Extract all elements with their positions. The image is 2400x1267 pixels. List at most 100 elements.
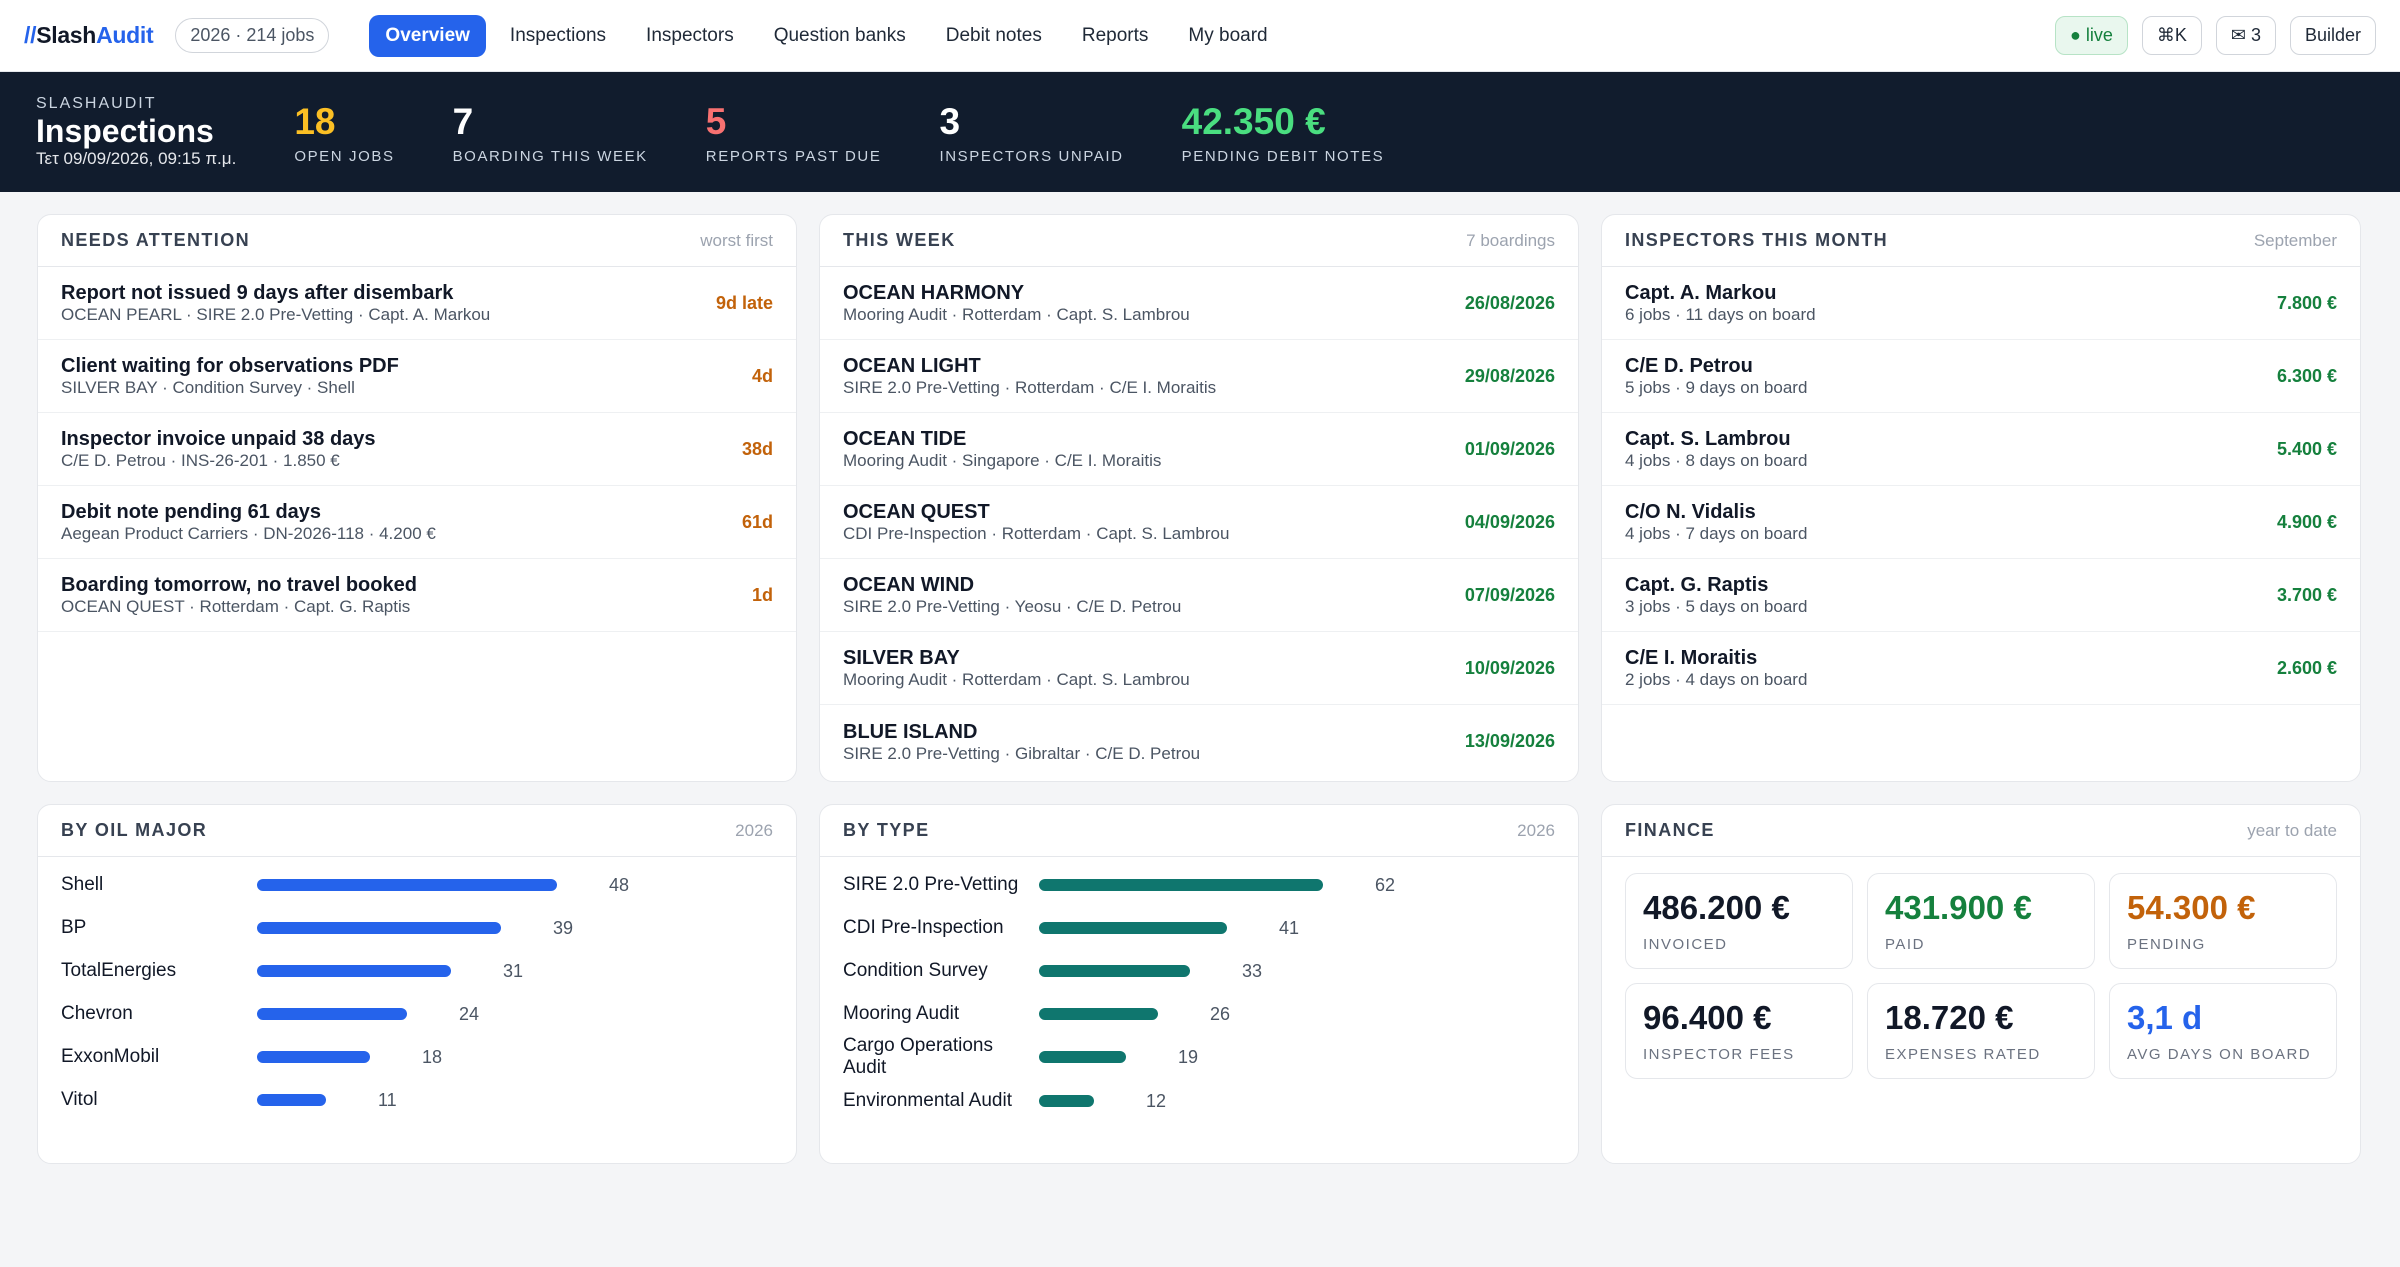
attention-row[interactable]: Boarding tomorrow, no travel booked OCEAN…	[38, 559, 796, 632]
bar-row[interactable]: Shell 48	[61, 863, 773, 906]
attention-row[interactable]: Inspector invoice unpaid 38 days C/E D. P…	[38, 413, 796, 486]
bar-row[interactable]: Vitol 11	[61, 1078, 773, 1121]
card-title: BY TYPE	[843, 820, 930, 840]
nav-my-board[interactable]: My board	[1188, 24, 1268, 46]
finance-label: PAID	[1885, 936, 1925, 953]
attention-row[interactable]: Debit note pending 61 days Aegean Product…	[38, 486, 796, 559]
kpi-open-jobs[interactable]: 18 OPEN JOBS	[294, 100, 394, 165]
finance-value: 486.200 €	[1643, 889, 1790, 926]
card-title: NEEDS ATTENTION	[61, 230, 251, 250]
finance-label: INVOICED	[1643, 936, 1728, 953]
messages-button[interactable]: ✉ 3	[2215, 16, 2276, 55]
card-title: INSPECTORS THIS MONTH	[1625, 230, 1889, 250]
nav-overview[interactable]: Overview	[369, 14, 486, 57]
boarding-row[interactable]: SILVER BAY Mooring Audit · Rotterdam · Ca…	[820, 632, 1578, 705]
overdue-badge: 4d	[751, 365, 773, 386]
kpi-label: OPEN JOBS	[294, 147, 395, 165]
boarding-row[interactable]: OCEAN HARMONY Mooring Audit · Rotterdam ·…	[820, 267, 1578, 340]
bar-row[interactable]: SIRE 2.0 Pre-Vetting 62	[843, 863, 1555, 906]
inspector-row[interactable]: Capt. S. Lambrou 4 jobs · 8 days on board…	[1602, 413, 2360, 486]
inspector-earnings: 5.400 €	[2276, 438, 2337, 459]
finance-tile-expenses-rated[interactable]: 18.720 € EXPENSES RATED	[1867, 983, 2095, 1079]
logo-slash: //	[24, 22, 37, 48]
inspector-earnings: 4.900 €	[2276, 511, 2337, 532]
bar	[257, 878, 557, 891]
boarding-row[interactable]: OCEAN QUEST CDI Pre-Inspection · Rotterda…	[820, 486, 1578, 559]
boarding-date: 26/08/2026	[1464, 292, 1555, 313]
vessel-name: OCEAN TIDE	[843, 428, 967, 450]
inspector-earnings: 3.700 €	[2276, 584, 2337, 605]
inspector-name: Capt. S. Lambrou	[1625, 428, 1791, 450]
finance-card: FINANCE year to date 486.200 € INVOICED …	[1601, 804, 2361, 1164]
live-status-badge[interactable]: ● live	[2054, 16, 2128, 55]
bar-row[interactable]: Condition Survey 33	[843, 949, 1555, 992]
overdue-badge: 61d	[741, 511, 773, 532]
bar-row[interactable]: Environmental Audit 12	[843, 1079, 1555, 1122]
command-palette-button[interactable]: ⌘K	[2141, 16, 2202, 55]
card-header: INSPECTORS THIS MONTH September	[1602, 215, 2360, 267]
boarding-row[interactable]: OCEAN LIGHT SIRE 2.0 Pre-Vetting · Rotter…	[820, 340, 1578, 413]
bar-row[interactable]: Cargo Operations Audit 19	[843, 1035, 1555, 1079]
nav-question-banks[interactable]: Question banks	[773, 24, 906, 46]
kpi-label: BOARDING THIS WEEK	[452, 147, 648, 165]
nav-reports[interactable]: Reports	[1081, 24, 1149, 46]
finance-tile-avg-days[interactable]: 3,1 d AVG DAYS ON BOARD	[2109, 983, 2337, 1079]
bar-track: 39	[257, 918, 573, 938]
card-header: FINANCE year to date	[1602, 805, 2360, 857]
bar-row[interactable]: Mooring Audit 26	[843, 992, 1555, 1035]
bar-label: Chevron	[61, 1002, 133, 1024]
kpi-inspectors-unpaid[interactable]: 3 INSPECTORS UNPAID	[939, 100, 1123, 165]
nav-inspections[interactable]: Inspections	[509, 24, 607, 46]
finance-tile-paid[interactable]: 431.900 € PAID	[1867, 873, 2095, 969]
card-header: NEEDS ATTENTION worst first	[38, 215, 796, 267]
inspector-row[interactable]: C/O N. Vidalis 4 jobs · 7 days on board 4…	[1602, 486, 2360, 559]
bar-label: TotalEnergies	[61, 959, 177, 981]
bar-row[interactable]: TotalEnergies 31	[61, 949, 773, 992]
bar-value: 26	[1210, 1003, 1231, 1024]
nav-debit-notes[interactable]: Debit notes	[945, 24, 1042, 46]
row-title: Debit note pending 61 days	[61, 501, 322, 523]
finance-tile-invoiced[interactable]: 486.200 € INVOICED	[1625, 873, 1853, 969]
bar-row[interactable]: CDI Pre-Inspection 41	[843, 906, 1555, 949]
boarding-date: 13/09/2026	[1464, 731, 1555, 751]
row-title: Report not issued 9 days after disembark	[61, 282, 454, 304]
bar	[257, 1007, 407, 1020]
app-logo[interactable]: //SlashAudit	[24, 22, 154, 49]
inspector-row[interactable]: C/E I. Moraitis 2 jobs · 4 days on board …	[1602, 632, 2360, 705]
kpi-pending-debit-notes[interactable]: 42.350 € PENDING DEBIT NOTES	[1182, 100, 1385, 165]
bar	[1039, 964, 1190, 977]
builder-button[interactable]: Builder	[2289, 16, 2376, 55]
row-subtitle: SILVER BAY · Condition Survey · Shell	[61, 378, 355, 397]
card-title: FINANCE	[1625, 820, 1715, 840]
bar-row[interactable]: BP 39	[61, 906, 773, 949]
bar-value: 19	[1178, 1047, 1199, 1067]
boarding-row[interactable]: BLUE ISLAND SIRE 2.0 Pre-Vetting · Gibral…	[820, 705, 1578, 778]
inspector-row[interactable]: C/E D. Petrou 5 jobs · 9 days on board 6.…	[1602, 340, 2360, 413]
bar-row[interactable]: ExxonMobil 18	[61, 1035, 773, 1078]
inspector-name: C/E D. Petrou	[1625, 355, 1753, 377]
inspector-row[interactable]: Capt. A. Markou 6 jobs · 11 days on board…	[1602, 267, 2360, 340]
attention-row[interactable]: Report not issued 9 days after disembark…	[38, 267, 796, 340]
boarding-date: 29/08/2026	[1464, 365, 1555, 386]
boarding-row[interactable]: OCEAN WIND SIRE 2.0 Pre-Vetting · Yeosu ·…	[820, 559, 1578, 632]
kpi-value: 5	[705, 100, 727, 142]
finance-value: 431.900 €	[1885, 889, 2032, 926]
bar-row[interactable]: Chevron 24	[61, 992, 773, 1035]
sort-order-label[interactable]: worst first	[700, 230, 773, 250]
bar-label: Vitol	[61, 1088, 98, 1110]
finance-tile-pending[interactable]: 54.300 € PENDING	[2109, 873, 2337, 969]
bar-track: 18	[257, 1047, 557, 1067]
kpi-reports-past-due[interactable]: 5 REPORTS PAST DUE	[706, 100, 882, 165]
kpi-boarding-this-week[interactable]: 7 BOARDING THIS WEEK	[453, 100, 648, 165]
attention-row[interactable]: Client waiting for observations PDF SILVE…	[38, 340, 796, 413]
boarding-row[interactable]: OCEAN TIDE Mooring Audit · Singapore · C/…	[820, 413, 1578, 486]
main-nav: Overview Inspections Inspectors Question…	[369, 14, 1283, 57]
finance-value: 96.400 €	[1643, 999, 1772, 1036]
year-jobs-pill[interactable]: 2026 · 214 jobs	[175, 18, 330, 53]
bar	[1039, 1051, 1126, 1063]
bar-track: 24	[257, 1004, 557, 1024]
bar	[1039, 921, 1227, 934]
nav-inspectors[interactable]: Inspectors	[646, 24, 734, 46]
finance-tile-inspector-fees[interactable]: 96.400 € INSPECTOR FEES	[1625, 983, 1853, 1079]
inspector-row[interactable]: Capt. G. Raptis 3 jobs · 5 days on board …	[1602, 559, 2360, 632]
